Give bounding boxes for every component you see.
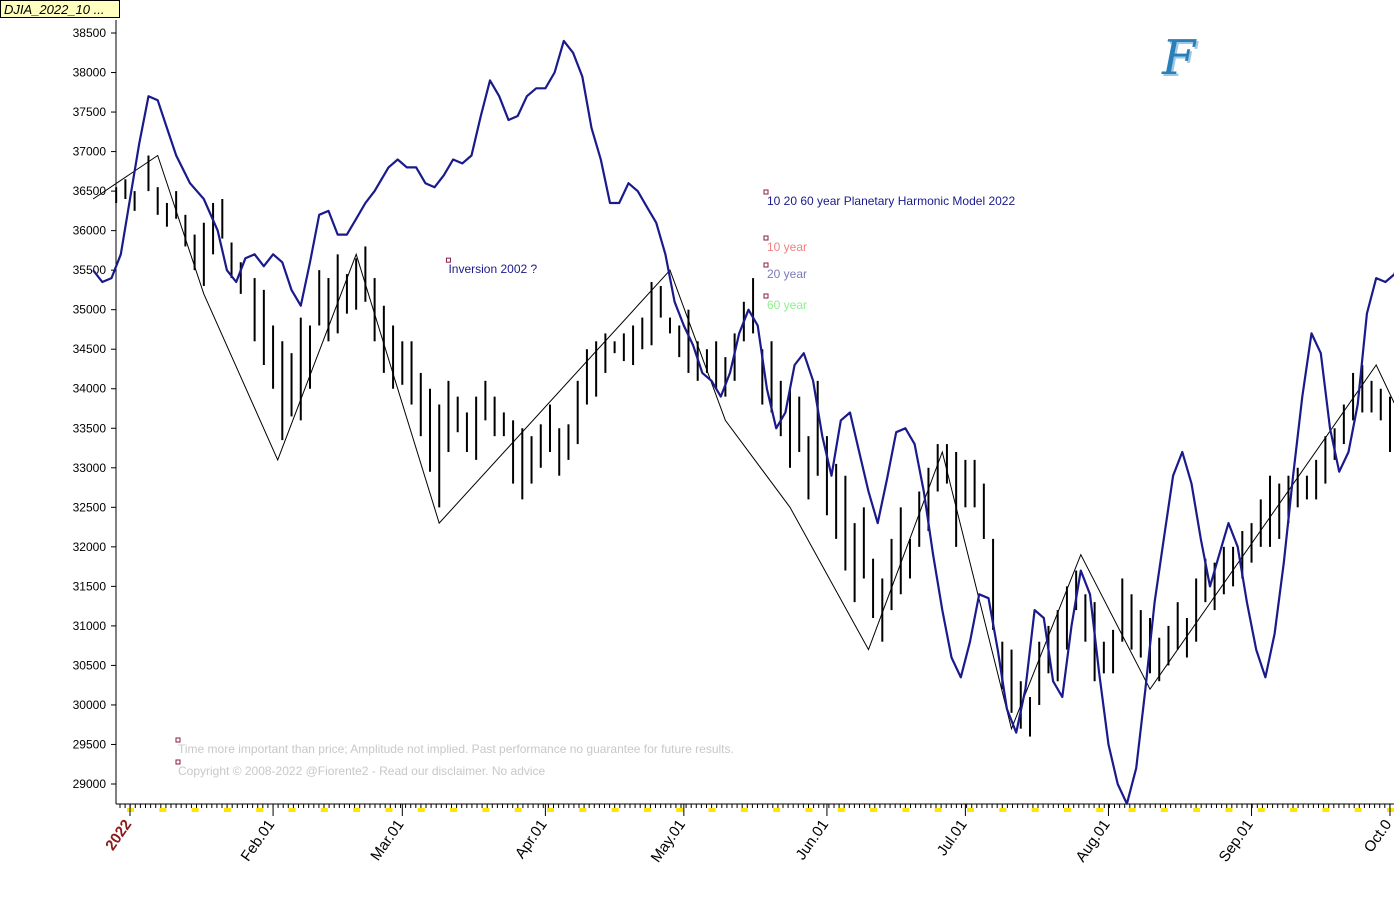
weekend-marker — [1290, 808, 1298, 812]
weekend-marker — [1322, 808, 1330, 812]
weekend-marker — [320, 808, 328, 812]
weekend-marker — [999, 808, 1007, 812]
x-month-label: Jun.01 — [792, 817, 832, 864]
weekend-marker — [837, 808, 845, 812]
weekend-marker — [288, 808, 296, 812]
weekend-marker — [902, 808, 910, 812]
y-tick-label: 29000 — [73, 777, 107, 791]
y-tick-label: 36000 — [73, 224, 107, 238]
weekend-marker — [385, 808, 393, 812]
weekend-marker — [514, 808, 522, 812]
weekend-marker — [805, 808, 813, 812]
weekend-marker — [159, 808, 167, 812]
y-tick-label: 37500 — [73, 105, 107, 119]
footer-marker — [175, 737, 181, 743]
footer-marker — [175, 759, 181, 765]
y-tick-label: 38500 — [73, 26, 107, 40]
annotation-label: Inversion 2002 ? — [448, 262, 537, 276]
annotation-marker — [445, 257, 451, 263]
y-tick-label: 34500 — [73, 342, 107, 356]
y-tick-label: 35000 — [73, 303, 107, 317]
ticker-label[interactable]: DJIA_2022_10 ... — [0, 0, 120, 18]
weekend-marker — [676, 808, 684, 812]
weekend-marker — [256, 808, 264, 812]
legend-label: 10 20 60 year Planetary Harmonic Model 2… — [767, 194, 1015, 208]
fiorente-logo-icon: F — [1162, 30, 1196, 86]
y-tick-label: 36500 — [73, 184, 107, 198]
legend-marker — [763, 293, 769, 299]
weekend-marker — [1063, 808, 1071, 812]
x-month-label: May.01 — [648, 817, 690, 866]
y-tick-label: 38000 — [73, 66, 107, 80]
x-month-label: Aug.01 — [1073, 817, 1114, 866]
weekend-marker — [1128, 808, 1136, 812]
weekend-marker — [870, 808, 878, 812]
weekend-marker — [740, 808, 748, 812]
weekend-marker — [547, 808, 554, 812]
y-tick-label: 31500 — [73, 579, 107, 593]
y-tick-label: 37000 — [73, 145, 107, 159]
legend-label: 60 year — [767, 298, 807, 312]
y-tick-label: 32500 — [73, 500, 107, 514]
x-month-label: Mar.01 — [367, 817, 407, 864]
harmonic-model-line — [92, 39, 1394, 805]
x-month-label: 2022 — [102, 817, 135, 854]
y-tick-label: 35500 — [73, 263, 107, 277]
y-tick-label: 30500 — [73, 658, 107, 672]
y-tick-label: 30000 — [73, 698, 107, 712]
legend-marker — [763, 235, 769, 241]
weekend-marker — [1354, 808, 1362, 812]
weekend-marker — [1193, 808, 1201, 812]
footer-note: Time more important than price; Amplitud… — [178, 742, 734, 756]
y-tick-label: 32000 — [73, 540, 107, 554]
x-month-label: Apr.01 — [512, 817, 551, 862]
legend-marker — [763, 262, 769, 268]
weekend-marker — [450, 808, 458, 812]
y-tick-label: 29500 — [73, 737, 107, 751]
weekend-marker — [643, 808, 651, 812]
weekend-marker — [967, 808, 974, 812]
weekend-marker — [191, 808, 199, 812]
weekend-marker — [1257, 808, 1265, 812]
weekend-marker — [579, 808, 587, 812]
weekend-marker — [708, 808, 716, 812]
y-tick-label: 31000 — [73, 619, 107, 633]
zigzag-trend-line — [92, 154, 1394, 731]
footer-note: Copyright © 2008-2022 @Fiorente2 - Read … — [178, 764, 546, 778]
x-month-label: Sep.01 — [1216, 817, 1257, 866]
x-month-label: Oct.0 — [1361, 817, 1394, 856]
weekend-marker — [773, 808, 781, 812]
weekend-marker — [1096, 808, 1104, 812]
weekend-marker — [482, 808, 490, 812]
legend-label: 10 year — [767, 240, 807, 254]
weekend-marker — [1160, 808, 1168, 812]
legend-marker — [763, 189, 769, 195]
legend-label: 20 year — [767, 267, 807, 281]
weekend-marker — [353, 808, 361, 812]
y-tick-label: 33500 — [73, 421, 107, 435]
weekend-marker — [1031, 808, 1039, 812]
y-tick-label: 34000 — [73, 382, 107, 396]
weekend-marker — [417, 808, 425, 812]
x-month-label: Feb.01 — [238, 817, 279, 865]
weekend-marker — [611, 808, 619, 812]
weekend-marker — [934, 808, 942, 812]
y-tick-label: 33000 — [73, 461, 107, 475]
x-month-label: Jul.01 — [934, 817, 971, 860]
weekend-marker — [1225, 808, 1233, 812]
weekend-marker — [223, 808, 231, 812]
